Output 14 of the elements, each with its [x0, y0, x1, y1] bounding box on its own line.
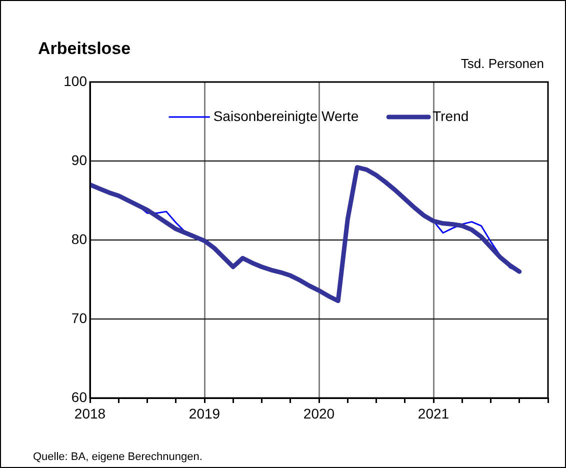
y-tick-label: 100 [64, 72, 88, 89]
x-tick-label: 2020 [303, 405, 335, 422]
y-tick-label: 70 [71, 310, 88, 326]
chart-title: Arbeitslose [38, 39, 131, 58]
legend-label: Saisonbereinigte Werte [213, 108, 359, 124]
x-tick-label: 2019 [188, 405, 220, 422]
source-note: Quelle: BA, eigene Berechnungen. [33, 451, 202, 463]
x-tick-label: 2021 [418, 405, 450, 422]
x-tick-label: 2018 [74, 405, 106, 422]
y-axis-title: Tsd. Personen [460, 56, 544, 71]
y-tick-label: 60 [71, 388, 88, 405]
y-tick-label: 90 [71, 152, 88, 168]
y-tick-label: 80 [71, 230, 88, 247]
legend-label: Trend [432, 108, 469, 124]
